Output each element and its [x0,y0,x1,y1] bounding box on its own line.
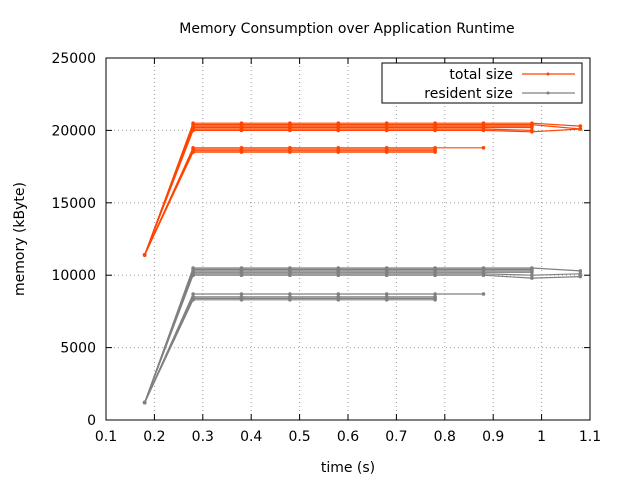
data-point-resident-size [384,292,389,296]
legend: total size resident size [381,62,583,104]
data-point-total-size [433,128,437,133]
x-tick-label: 0.7 [385,429,407,445]
series-line-total-size [144,128,581,256]
series-line-resident-size [144,297,436,403]
x-tick-label: 0.1 [95,429,117,445]
series-resident-size [142,266,583,405]
data-point-resident-size [530,273,534,278]
legend-label-total: total size [449,67,513,83]
data-point-resident-size [142,400,147,405]
chart-title: Memory Consumption over Application Runt… [179,21,514,37]
data-point-total-size [530,130,534,134]
x-tick-label: 0.5 [288,429,310,445]
data-point-resident-size [433,273,437,278]
y-tick-label: 5000 [60,341,96,357]
series-line-total-size [144,123,581,256]
y-tick-label: 0 [87,413,96,429]
data-point-resident-size [578,269,583,273]
data-point-total-size [288,128,292,133]
data-point-total-size [142,253,147,257]
series-line-total-size [144,151,436,256]
data-point-resident-size [239,292,244,296]
data-point-total-size [336,150,341,154]
data-point-total-size [191,150,195,154]
data-point-resident-size [433,292,437,296]
x-tick-label: 0.8 [434,429,456,445]
legend-label-resident: resident size [424,86,513,102]
x-tick-label: 0.2 [143,429,165,445]
x-tick-label: 1.1 [579,429,601,445]
data-point-total-size [578,127,583,131]
data-point-resident-size [481,292,486,296]
series-line-resident-size [144,296,436,403]
y-axis-label: memory (kByte) [12,182,28,296]
data-point-resident-size [239,298,244,302]
data-point-total-size [481,146,486,150]
series-line-resident-size [144,267,581,403]
data-point-resident-size [336,292,341,296]
data-point-resident-size [530,276,534,280]
y-tick-label: 25000 [51,51,96,67]
data-point-resident-size [384,273,389,278]
x-tick-label: 0.6 [337,429,359,445]
series-line-total-size [144,122,581,256]
data-point-resident-size [288,273,292,278]
legend-box [381,62,583,104]
data-point-total-size [239,150,244,154]
data-point-resident-size [288,292,292,296]
y-tick-labels: 0 5000 10000 15000 20000 25000 [51,51,96,429]
x-tick-label: 0.4 [240,429,262,445]
series-line-total-size [144,148,436,256]
data-point-total-size [530,125,534,130]
data-point-total-size [433,150,437,154]
data-point-resident-size [578,272,583,276]
data-point-total-size [578,124,583,128]
data-point-resident-size [191,298,195,302]
data-point-total-size [384,150,389,154]
data-point-total-size [336,128,341,133]
data-point-resident-size [191,273,195,278]
series-total-size [142,121,583,257]
data-point-total-size [384,128,389,133]
x-tick-label: 0.9 [482,429,504,445]
x-tick-labels: 0.1 0.2 0.3 0.4 0.5 0.6 0.7 0.8 0.9 1 1.1 [95,429,601,445]
series-line-resident-size [144,299,436,403]
data-point-resident-size [336,298,341,302]
data-point-resident-size [481,273,486,278]
x-tick-label: 1 [537,429,546,445]
series-line-resident-size [144,271,532,403]
grid-lines [106,58,590,420]
data-point-resident-size [578,274,583,279]
series-line-total-size [144,150,436,256]
data-point-resident-size [239,273,244,278]
data-point-resident-size [530,270,534,275]
series-line-resident-size [144,274,581,403]
series-line-resident-size [144,293,484,403]
data-point-resident-size [433,298,437,302]
data-point-resident-size [288,298,292,302]
series-layer [142,121,583,405]
series-line-resident-size [144,273,581,403]
y-tick-label: 15000 [51,196,96,212]
data-point-resident-size [191,292,195,296]
y-tick-label: 10000 [51,268,96,284]
legend-marker-resident [546,91,550,95]
legend-marker-total [546,72,550,76]
x-tick-label: 0.3 [192,429,214,445]
data-point-total-size [239,128,244,133]
data-point-total-size [481,128,486,133]
data-point-total-size [288,150,292,154]
data-point-resident-size [384,298,389,302]
series-line-total-size [144,147,484,256]
x-axis-label: time (s) [321,460,375,476]
axis-ticks [105,57,591,421]
y-tick-label: 20000 [51,123,96,139]
data-point-resident-size [336,273,341,278]
data-point-total-size [191,128,195,133]
